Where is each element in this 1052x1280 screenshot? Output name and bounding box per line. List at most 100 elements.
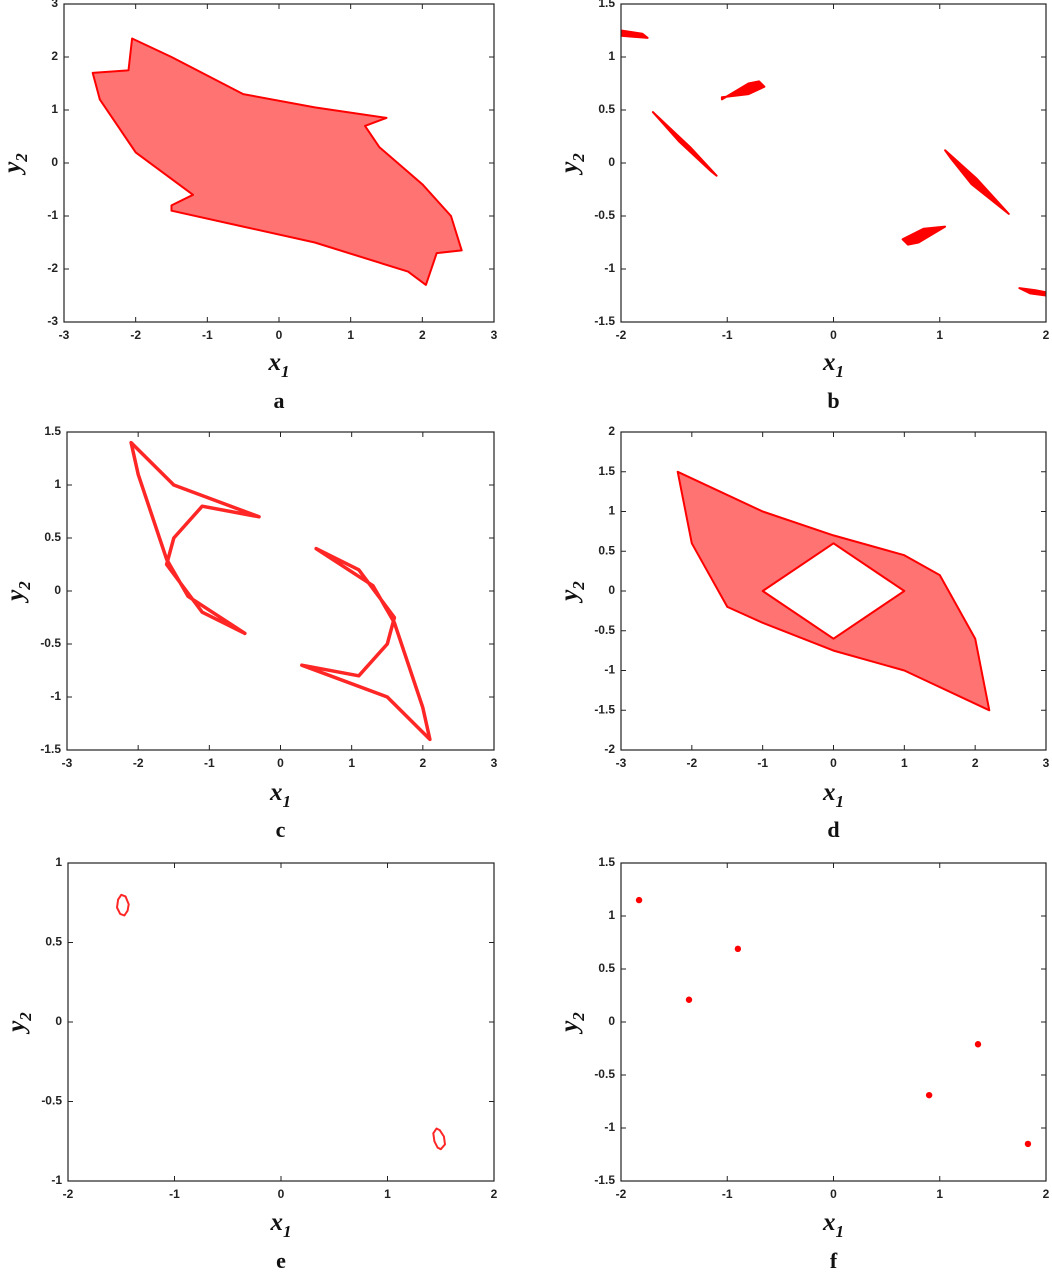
point — [1024, 1140, 1032, 1148]
y-tick-label: -2 — [47, 261, 58, 275]
y-axis-label: y2 — [556, 581, 588, 604]
y-axis-label-sub: 2 — [16, 1012, 35, 1022]
y-axis-label-base: y — [556, 1020, 583, 1035]
attractor — [91, 37, 463, 286]
point — [974, 1041, 982, 1048]
y-tick-label: 1 — [55, 855, 62, 869]
y-tick-label: 2 — [51, 49, 58, 63]
y-tick-label: 1 — [51, 102, 58, 116]
point — [635, 896, 643, 904]
x-tick-label: 0 — [277, 756, 284, 770]
y-tick-label: -0.5 — [594, 623, 615, 637]
x-tick-label: -2 — [616, 328, 627, 342]
y-axis-label: y2 — [3, 1012, 35, 1035]
panel-letter: a — [274, 388, 285, 413]
x-axis-label-sub: 1 — [281, 362, 290, 381]
x-axis-label-base: x — [269, 779, 283, 806]
attractor — [621, 29, 1046, 297]
x-tick-label: 3 — [491, 328, 498, 342]
y-axis-label-sub: 2 — [569, 1012, 588, 1022]
x-axis-label-base: x — [822, 779, 836, 806]
y-tick-label: 2 — [608, 424, 615, 438]
y-tick-label: 1 — [608, 504, 615, 518]
x-tick-label: -1 — [757, 756, 768, 770]
x-tick-label: 0 — [278, 1187, 285, 1201]
x-axis-label-base: x — [268, 349, 282, 376]
x-tick-label: 1 — [901, 756, 908, 770]
x-tick-label: 0 — [276, 328, 283, 342]
y-tick-label: 1.5 — [44, 424, 61, 438]
x-tick-label: -2 — [616, 1187, 627, 1201]
y-axis-label: y2 — [556, 153, 588, 176]
x-axis-label-sub: 1 — [283, 792, 292, 811]
panel-letter: e — [276, 1248, 286, 1273]
x-tick-label: -1 — [722, 328, 733, 342]
point — [734, 945, 742, 953]
x-tick-label: 3 — [1043, 756, 1050, 770]
x-axis-label-base: x — [822, 349, 836, 376]
x-tick-label: 2 — [491, 1187, 498, 1201]
x-axis-label: x1 — [822, 779, 844, 811]
x-axis-label-sub: 1 — [283, 1222, 292, 1241]
x-tick-label: 2 — [972, 756, 979, 770]
panel-letter: d — [827, 817, 839, 842]
panel-letter: b — [827, 388, 839, 413]
x-axis-label-sub: 1 — [836, 362, 845, 381]
y-tick-label: 0.5 — [598, 543, 615, 557]
y-tick-label: -0.5 — [594, 208, 615, 222]
y-tick-label: 0.5 — [44, 530, 61, 544]
y-axis-label: y2 — [556, 1012, 588, 1035]
x-tick-label: 2 — [1043, 1187, 1050, 1201]
y-axis-label-sub: 2 — [12, 153, 31, 163]
attractor — [129, 440, 432, 742]
x-tick-label: 2 — [419, 756, 426, 770]
y-tick-label: 0.5 — [45, 935, 62, 949]
axes-box — [67, 862, 495, 1182]
y-tick-label: 0 — [54, 583, 61, 597]
x-tick-label: 0 — [830, 328, 837, 342]
x-axis-label-base: x — [822, 1209, 836, 1236]
y-axis-label-sub: 2 — [569, 153, 588, 163]
x-tick-label: -2 — [130, 328, 141, 342]
y-tick-label: -2 — [604, 742, 615, 756]
y-tick-label: 1.5 — [598, 855, 615, 869]
y-tick-label: -1.5 — [594, 314, 615, 328]
x-axis-label: x1 — [270, 1209, 292, 1241]
x-tick-label: 1 — [348, 756, 355, 770]
y-tick-label: 0 — [55, 1014, 62, 1028]
y-tick-label: 0 — [51, 155, 58, 169]
y-tick-label: -1.5 — [40, 742, 61, 756]
y-tick-label: 0 — [608, 1014, 615, 1028]
x-tick-label: -1 — [169, 1187, 180, 1201]
attractor — [116, 893, 446, 1151]
x-tick-label: 2 — [419, 328, 426, 342]
x-tick-label: 0 — [830, 1187, 837, 1201]
y-tick-label: -1 — [604, 1120, 615, 1134]
x-tick-label: 1 — [384, 1187, 391, 1201]
y-tick-label: 1 — [608, 908, 615, 922]
y-axis-label-base: y — [2, 589, 29, 604]
y-axis-label-base: y — [556, 161, 583, 176]
x-tick-label: -3 — [616, 756, 627, 770]
y-tick-label: 0.5 — [598, 102, 615, 116]
x-tick-label: 1 — [936, 328, 943, 342]
panel-letter: f — [830, 1248, 838, 1273]
x-tick-label: -3 — [59, 328, 70, 342]
x-tick-label: 0 — [830, 756, 837, 770]
y-tick-label: -0.5 — [594, 1067, 615, 1081]
x-axis-label: x1 — [822, 349, 844, 381]
attractor — [676, 470, 991, 712]
x-axis-label-base: x — [270, 1209, 284, 1236]
point — [925, 1091, 933, 1099]
y-tick-label: -1 — [604, 663, 615, 677]
y-axis-label: y2 — [0, 153, 31, 176]
y-tick-label: 1 — [54, 477, 61, 491]
y-tick-label: -1 — [604, 261, 615, 275]
x-axis-label-sub: 1 — [836, 1222, 845, 1241]
y-tick-label: 3 — [51, 0, 58, 10]
x-axis-label: x1 — [268, 349, 290, 381]
y-axis-label-base: y — [3, 1020, 30, 1035]
